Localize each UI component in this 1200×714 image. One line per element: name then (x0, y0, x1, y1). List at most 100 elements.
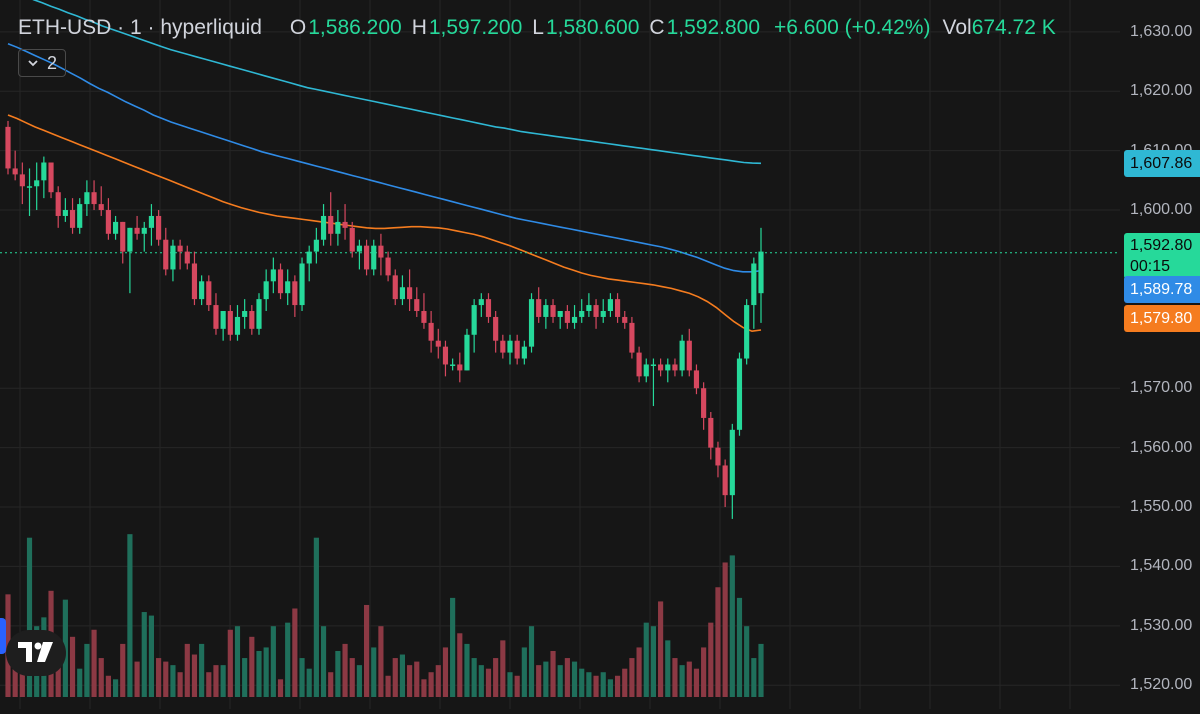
tradingview-logo[interactable] (6, 630, 66, 676)
candle (156, 210, 162, 246)
volume-bar (342, 643, 348, 697)
candle (485, 293, 492, 323)
candle-body (722, 465, 728, 496)
candle (650, 358, 657, 407)
candle-body (571, 316, 578, 323)
volume-bar (270, 626, 276, 697)
volume-bar (758, 643, 764, 697)
candle-body (306, 251, 312, 264)
volume-bar (26, 537, 33, 697)
candle-body (643, 364, 649, 377)
candle-body (127, 227, 133, 252)
candle (493, 311, 499, 353)
volume-bar (91, 629, 97, 697)
volume-bar (672, 658, 678, 697)
grid (0, 0, 1120, 709)
candle (385, 251, 391, 282)
volume-bar (170, 665, 176, 697)
volume-bar (292, 608, 298, 697)
candle-body (98, 204, 104, 211)
candle (478, 293, 484, 317)
volume-bar (285, 622, 291, 697)
candle (579, 299, 585, 323)
candle-body (485, 299, 492, 317)
volume-bar (263, 647, 269, 697)
candle-body (414, 299, 420, 312)
volume-bar (751, 658, 757, 697)
candle-body (536, 299, 542, 317)
volume-bar (435, 665, 441, 697)
candle-body (715, 447, 721, 466)
candle-body (134, 227, 140, 234)
volume-bar (421, 679, 427, 697)
candle (356, 239, 362, 270)
candle-body (69, 210, 76, 228)
candle-body (320, 215, 327, 240)
close-value: 1,592.800 (666, 16, 761, 39)
volume-bar (363, 604, 370, 697)
volume-bar (335, 650, 341, 697)
candle-body (26, 186, 33, 188)
candle-body (693, 370, 700, 389)
volume-bar (105, 675, 111, 697)
candle (328, 192, 334, 246)
volume-bar (643, 622, 649, 697)
candle-body (736, 358, 743, 430)
candle (91, 180, 97, 211)
candle-countdown: 00:15 (1130, 258, 1171, 275)
volume-bar (141, 612, 147, 697)
candle-body (163, 239, 169, 270)
volume-bar (464, 643, 470, 697)
candle-body (299, 263, 305, 306)
candle (514, 334, 520, 365)
candle (751, 257, 757, 329)
volume-bar (579, 668, 585, 697)
candle (41, 156, 47, 199)
price-axis[interactable]: 1,630.001,620.001,610.001,600.001,570.00… (1120, 0, 1200, 709)
candlestick-chart[interactable] (0, 0, 1120, 709)
volume-bar (744, 626, 750, 697)
candle (672, 358, 678, 377)
candle (614, 293, 621, 323)
volume-bar (564, 658, 570, 697)
volume-bar (507, 672, 513, 697)
candle-body (435, 340, 441, 347)
candle (543, 299, 549, 329)
candle (342, 204, 348, 240)
volume-bar (650, 626, 657, 697)
candle (105, 198, 111, 240)
candle (184, 245, 190, 270)
candle (34, 162, 40, 211)
side-panel-tab[interactable] (0, 618, 6, 654)
volume-bar (485, 668, 492, 697)
symbol-title[interactable]: ETH-USD · 1 · hyperliquid (18, 16, 262, 39)
candle-body (34, 180, 40, 187)
candle (84, 180, 90, 216)
indicators-toggle-button[interactable]: 2 (18, 49, 66, 77)
volume-bar (306, 668, 312, 697)
volume-bar (736, 597, 743, 697)
candle (693, 364, 700, 395)
candle (134, 215, 140, 240)
candle (292, 275, 298, 317)
candle (708, 411, 714, 460)
chart-area[interactable] (0, 0, 1120, 709)
candle (571, 305, 578, 329)
candle-body (679, 340, 685, 371)
candles (5, 120, 764, 519)
volume-bar (658, 601, 664, 697)
candle (392, 269, 398, 306)
candle-body (729, 429, 735, 496)
open-value: 1,586.200 (308, 16, 402, 39)
volume-bar (356, 665, 362, 697)
candle (715, 441, 721, 478)
change-value: +6.600 (+0.42%) (774, 16, 931, 39)
candle-body (328, 215, 334, 234)
candle (5, 120, 11, 175)
volume-bar (665, 640, 671, 697)
candle (206, 275, 212, 312)
volume-bar (600, 672, 606, 697)
indicators-count: 2 (46, 52, 57, 73)
candle (643, 358, 649, 383)
candle (758, 227, 764, 323)
